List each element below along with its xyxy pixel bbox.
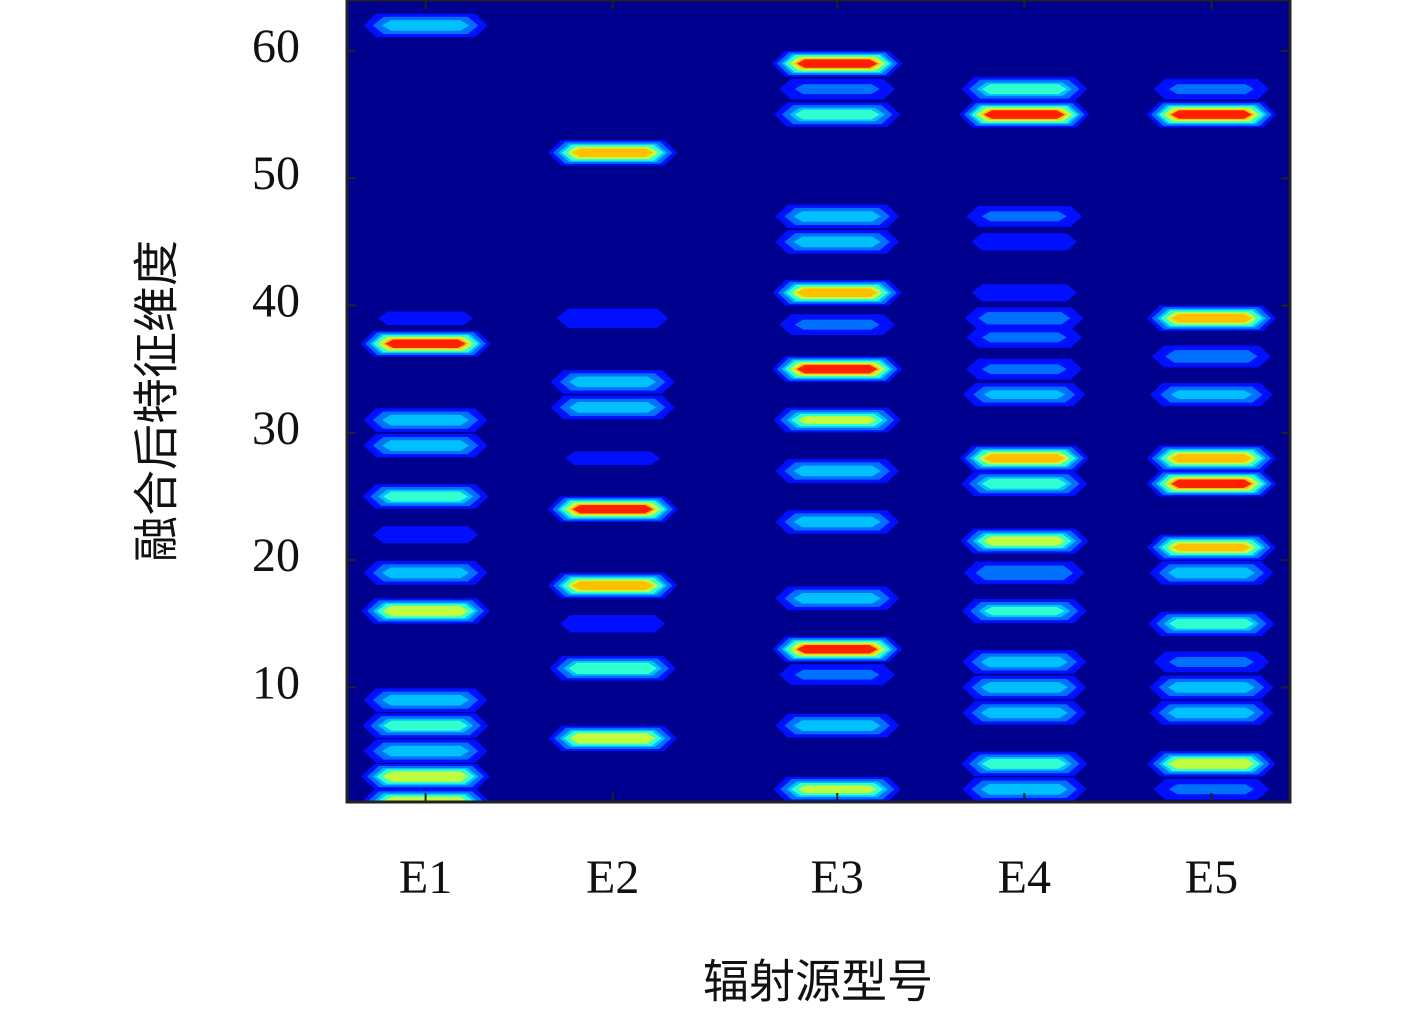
contour-level — [569, 402, 657, 413]
contour-level — [1170, 313, 1253, 323]
contour-level — [1170, 390, 1253, 400]
contour-level — [1167, 707, 1255, 719]
contour-level — [797, 785, 877, 794]
contour-level — [796, 288, 879, 298]
contour-level — [383, 720, 469, 731]
contour-level — [1167, 682, 1255, 693]
contour-level — [983, 453, 1066, 463]
y-tick-label: 10 — [252, 656, 300, 709]
contour-band — [377, 311, 474, 326]
contour-level — [1170, 479, 1252, 489]
contour-level — [980, 783, 1068, 795]
contour-band — [556, 308, 669, 328]
contour-level — [1170, 110, 1252, 119]
x-tick-label: E1 — [399, 851, 452, 904]
contour-level — [982, 536, 1066, 546]
contour-level — [1168, 656, 1254, 667]
contour-level — [981, 332, 1067, 343]
contour-band — [559, 615, 666, 633]
contour-level — [981, 84, 1067, 95]
contour-level — [1165, 350, 1258, 363]
y-tick-label: 40 — [252, 275, 300, 328]
contour-level — [980, 707, 1068, 719]
contour-level — [983, 110, 1065, 119]
contour-level — [793, 465, 881, 477]
contour-level — [794, 84, 880, 95]
plot-frame — [345, 0, 1292, 804]
contour-level — [1168, 784, 1254, 795]
contour-level — [794, 669, 880, 680]
contour-level — [981, 364, 1067, 375]
contour-level — [382, 605, 469, 617]
contour-band — [372, 526, 479, 544]
contour-level — [1168, 84, 1254, 95]
contour-level — [796, 59, 878, 68]
contour-level — [797, 416, 877, 425]
contour-level — [382, 414, 470, 426]
contour-level — [382, 745, 470, 757]
contour-level — [796, 364, 878, 374]
contour-level — [984, 606, 1065, 616]
contour-level — [975, 565, 1074, 581]
x-axis-label: 辐射源型号 — [703, 955, 933, 1009]
contour-level — [383, 491, 469, 502]
contour-level — [1172, 543, 1251, 552]
contour-level — [793, 516, 881, 528]
contour-level — [796, 644, 878, 654]
contour-level — [793, 236, 881, 248]
contour-level — [385, 339, 467, 348]
x-tick-label: E3 — [811, 851, 864, 904]
y-axis-label: 融合后特征维度 — [130, 240, 184, 562]
contour-level — [572, 504, 654, 514]
contour-level — [793, 720, 881, 731]
contour-band — [565, 451, 661, 466]
contour-level — [981, 478, 1067, 489]
contour-level — [983, 390, 1066, 400]
x-tick-label: E4 — [998, 851, 1051, 904]
contour-level — [980, 656, 1068, 668]
y-tick-label: 20 — [252, 529, 300, 582]
contour-level — [569, 376, 657, 388]
y-tick-label: 30 — [252, 402, 300, 455]
y-tick-label: 60 — [252, 20, 300, 73]
contour-level — [980, 682, 1068, 693]
y-tick-label: 50 — [252, 147, 300, 200]
contour-level — [978, 311, 1071, 325]
contour-level — [1170, 453, 1253, 463]
contour-level — [569, 733, 656, 744]
contour-level — [1167, 567, 1255, 579]
contour-level — [981, 758, 1067, 769]
contour-level — [793, 592, 881, 604]
contour-level — [382, 20, 470, 31]
contour-level — [382, 567, 470, 579]
contour-level — [571, 581, 654, 590]
contour-band — [971, 233, 1078, 251]
contour-level — [794, 109, 880, 120]
contour-level — [1168, 618, 1254, 629]
contour-level — [382, 694, 470, 706]
contour-level — [793, 211, 881, 222]
contour-level — [568, 662, 658, 675]
x-tick-label: E5 — [1185, 851, 1238, 904]
contour-level — [382, 440, 470, 451]
contour-level — [1168, 758, 1255, 770]
contour-level — [382, 771, 469, 782]
contour-band — [971, 284, 1078, 302]
contour-level — [981, 211, 1067, 222]
contour-area — [360, 13, 1277, 802]
contour-level — [794, 319, 880, 330]
x-tick-label: E2 — [586, 851, 639, 904]
contour-level — [571, 148, 654, 158]
